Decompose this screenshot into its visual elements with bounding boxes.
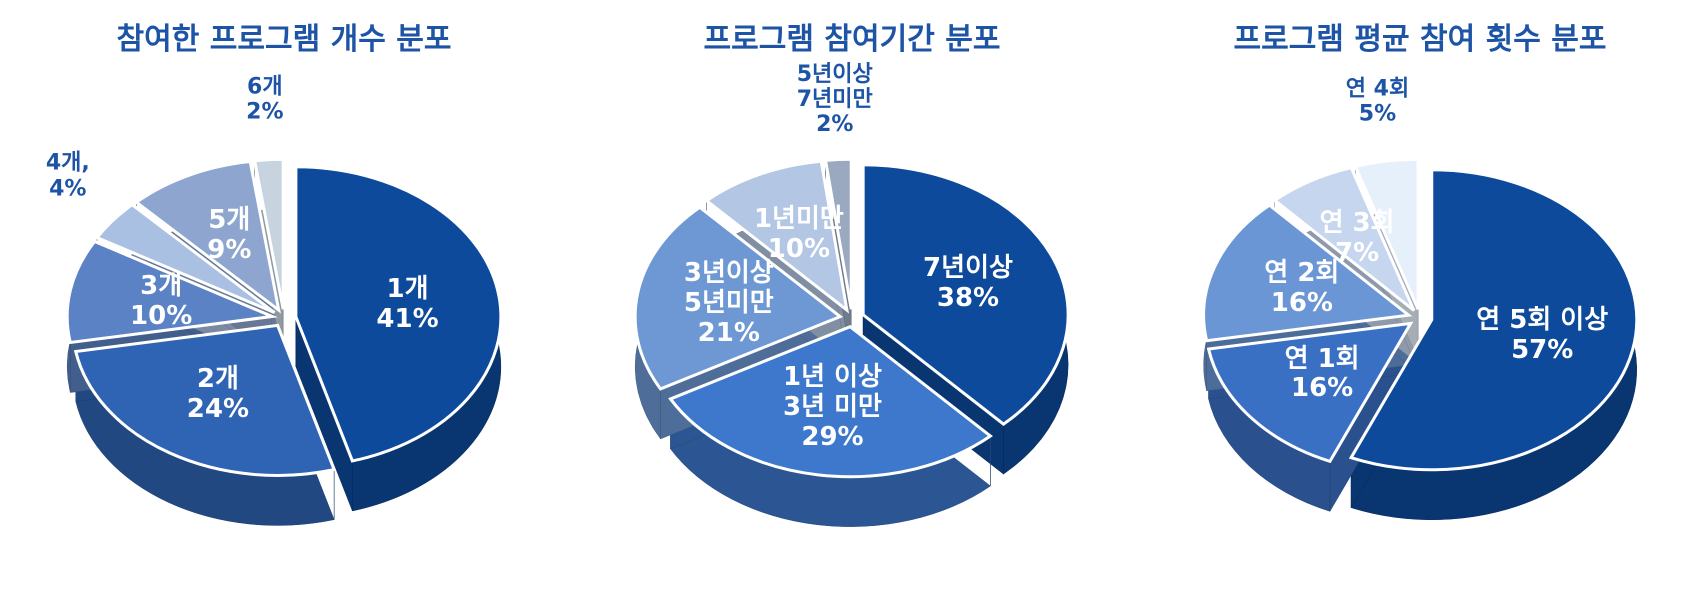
- slice: [1348, 168, 1639, 472]
- slice-label: 1년미만 10%: [753, 204, 844, 266]
- slice-label: 연 1회 16%: [1284, 343, 1360, 405]
- slice-label: 연 2회 16%: [1264, 257, 1340, 319]
- slice-label: 연 5회 이상 57%: [1476, 306, 1608, 366]
- slice: [668, 324, 993, 479]
- slice: [1272, 165, 1416, 312]
- slice: [861, 163, 1070, 426]
- category-label: 1년미만: [753, 204, 844, 235]
- slice: [94, 202, 276, 314]
- slice-label: 연 3회 7%: [1319, 208, 1395, 269]
- category-label: 4개,: [45, 151, 90, 177]
- slice: [823, 157, 853, 310]
- chart-title: 프로그램 평균 참여 횟수 분포: [1233, 22, 1607, 57]
- slice-label: 4개, 4%: [46, 151, 90, 202]
- value-label: 9%: [207, 234, 252, 265]
- value-label: 16%: [1290, 373, 1354, 404]
- value-label: 10%: [767, 234, 830, 265]
- slice-label: 6개 2%: [246, 74, 283, 125]
- category-label: 연 4회: [1345, 76, 1410, 102]
- value-label: 4%: [49, 176, 87, 202]
- value-label: 2%: [816, 112, 854, 138]
- category-label: 연 3회: [1319, 208, 1395, 239]
- value-label: 29%: [801, 422, 864, 453]
- category-label: 7년이상: [923, 253, 1013, 284]
- value-label: 10%: [130, 301, 193, 332]
- category-label: 5개: [208, 205, 251, 236]
- slice-label: 3년이상 5년미만 21%: [683, 257, 774, 349]
- slice: [65, 239, 278, 345]
- slice-label: 1개 41%: [376, 274, 439, 335]
- slice-label: 연 4회 5%: [1346, 76, 1409, 127]
- slice: [704, 159, 850, 314]
- value-label: 21%: [697, 317, 760, 348]
- slice: [1202, 203, 1413, 343]
- category-label: 5년이상 7년미만: [796, 61, 873, 112]
- value-label: 38%: [936, 283, 1000, 314]
- slice: [1353, 157, 1420, 310]
- slice: [133, 159, 281, 314]
- value-label: 2%: [246, 99, 284, 125]
- chart-title: 참여한 프로그램 개수 분포: [116, 22, 452, 57]
- slice-label: 5개 9%: [207, 205, 252, 266]
- category-label: 3년이상 5년미만: [683, 257, 774, 318]
- category-label: 6개: [247, 74, 283, 100]
- value-label: 16%: [1270, 287, 1333, 318]
- category-label: 3개: [140, 271, 183, 302]
- category-label: 연 1회: [1284, 343, 1360, 374]
- category-label: 연 5회 이상: [1476, 305, 1609, 336]
- chart-title: 프로그램 참여기간 분포: [703, 22, 1001, 57]
- slice: [252, 157, 285, 310]
- slice: [633, 205, 844, 391]
- category-label: 1개: [386, 274, 429, 305]
- slice: [73, 323, 337, 477]
- category-label: 1년 이상 3년 미만: [783, 362, 882, 423]
- category-label: 2개: [196, 364, 239, 395]
- slice: [1206, 321, 1414, 464]
- value-label: 57%: [1511, 335, 1574, 366]
- slice-label: 2개 24%: [186, 364, 250, 426]
- slice-label: 3개 10%: [130, 271, 193, 332]
- slice-label: 7년이상 38%: [923, 253, 1013, 315]
- value-label: 5%: [1358, 101, 1397, 127]
- slice-label: 1년 이상 3년 미만 29%: [783, 362, 882, 453]
- slice-label: 5년이상 7년미만 2%: [797, 62, 873, 138]
- value-label: 24%: [186, 394, 250, 425]
- value-label: 41%: [376, 304, 439, 335]
- slice: [294, 165, 503, 463]
- category-label: 연 2회: [1264, 257, 1340, 288]
- value-label: 7%: [1334, 238, 1380, 269]
